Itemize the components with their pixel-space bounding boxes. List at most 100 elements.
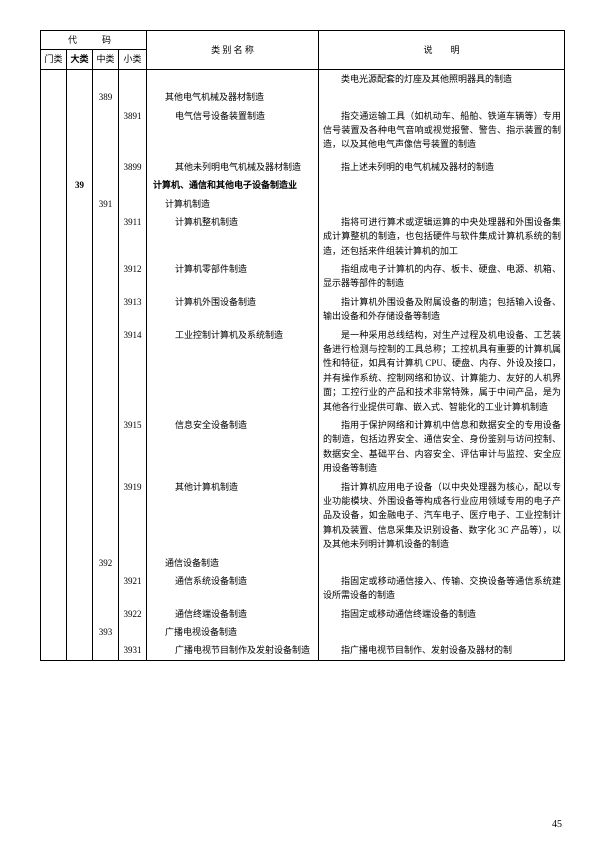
cell-desc: 指上述未列明的电气机械及器材的制造: [319, 158, 565, 176]
cell-desc: 指组成电子计算机的内存、板卡、硬盘、电源、机箱、显示器等部件的制造: [319, 260, 565, 293]
cell-name: 其他电气机械及器材制造: [147, 88, 319, 106]
cell-xiao: [119, 623, 147, 641]
cell-da: [67, 554, 93, 572]
cell-name: 通信系统设备制造: [147, 572, 319, 605]
cell-desc: [319, 176, 565, 194]
cell-name: 其他未列明电气机械及器材制造: [147, 158, 319, 176]
cell-name: 通信设备制造: [147, 554, 319, 572]
cell-da: 39: [67, 176, 93, 194]
cell-name: 计算机制造: [147, 195, 319, 213]
table-body: 类电光源配套的灯座及其他照明器具的制造389其他电气机械及器材制造3891电气信…: [41, 69, 565, 660]
cell-zhong: [93, 260, 119, 293]
cell-zhong: [93, 326, 119, 416]
cell-name: 通信终端设备制造: [147, 605, 319, 623]
table-row: 3914工业控制计算机及系统制造是一种采用总线结构，对生产过程及机电设备、工艺装…: [41, 326, 565, 416]
cell-zhong: [93, 478, 119, 554]
table-row: 类电光源配套的灯座及其他照明器具的制造: [41, 69, 565, 88]
cell-desc: 指交通运输工具（如机动车、船舶、铁道车辆等）专用信号装置及各种电气音响或视觉报警…: [319, 107, 565, 154]
cell-da: [67, 416, 93, 478]
table-row: 3931广播电视节目制作及发射设备制造指广播电视节目制作、发射设备及器材的制: [41, 641, 565, 660]
cell-xiao: 3922: [119, 605, 147, 623]
table-row: 3913计算机外围设备制造指计算机外围设备及附属设备的制造；包括输入设备、输出设…: [41, 293, 565, 326]
cell-xiao: [119, 88, 147, 106]
cell-da: [67, 213, 93, 260]
cell-xiao: [119, 554, 147, 572]
cell-xiao: 3912: [119, 260, 147, 293]
cell-zhong: [93, 572, 119, 605]
cell-desc: [319, 88, 565, 106]
cell-name: 其他计算机制造: [147, 478, 319, 554]
cell-zhong: 391: [93, 195, 119, 213]
cell-name: 计算机整机制造: [147, 213, 319, 260]
cell-zhong: [93, 176, 119, 194]
cell-xiao: 3921: [119, 572, 147, 605]
cell-xiao: 3911: [119, 213, 147, 260]
cell-xiao: [119, 195, 147, 213]
cell-name: 计算机、通信和其他电子设备制造业: [147, 176, 319, 194]
cell-desc: 是一种采用总线结构，对生产过程及机电设备、工艺装备进行检测与控制的工具总称；工控…: [319, 326, 565, 416]
table-row: 3922通信终端设备制造指固定或移动通信终端设备的制造: [41, 605, 565, 623]
header-name: 类 别 名 称: [147, 31, 319, 70]
cell-da: [67, 69, 93, 88]
header-da: 大类: [67, 50, 93, 69]
cell-name: 广播电视节目制作及发射设备制造: [147, 641, 319, 660]
cell-desc: 指固定或移动通信接入、传输、交换设备等通信系统建设所需设备的制造: [319, 572, 565, 605]
cell-men: [41, 69, 67, 660]
table-row: 3891电气信号设备装置制造指交通运输工具（如机动车、船舶、铁道车辆等）专用信号…: [41, 107, 565, 154]
cell-desc: 类电光源配套的灯座及其他照明器具的制造: [319, 69, 565, 88]
classification-table: 代 码 类 别 名 称 说 明 门类 大类 中类 小类 类电光源配套的灯座及其他…: [40, 30, 565, 661]
table-row: 389其他电气机械及器材制造: [41, 88, 565, 106]
cell-xiao: 3891: [119, 107, 147, 154]
cell-zhong: [93, 641, 119, 660]
cell-name: 计算机零部件制造: [147, 260, 319, 293]
cell-da: [67, 293, 93, 326]
cell-desc: 指将可进行算术或逻辑运算的中央处理器和外围设备集成计算整机的制造，也包括硬件与软…: [319, 213, 565, 260]
table-row: 3919其他计算机制造指计算机应用电子设备（以中央处理器为核心，配以专业功能模块…: [41, 478, 565, 554]
cell-name: 计算机外围设备制造: [147, 293, 319, 326]
cell-da: [67, 641, 93, 660]
cell-xiao: 3914: [119, 326, 147, 416]
cell-zhong: 393: [93, 623, 119, 641]
cell-xiao: [119, 69, 147, 88]
table-row: 391 计算机制造: [41, 195, 565, 213]
cell-zhong: [93, 416, 119, 478]
cell-zhong: [93, 158, 119, 176]
cell-da: [67, 478, 93, 554]
cell-desc: 指计算机应用电子设备（以中央处理器为核心，配以专业功能模块、外围设备等构成各行业…: [319, 478, 565, 554]
header-men: 门类: [41, 50, 67, 69]
cell-zhong: [93, 213, 119, 260]
table-row: 393广播电视设备制造: [41, 623, 565, 641]
cell-da: [67, 326, 93, 416]
cell-zhong: [93, 293, 119, 326]
cell-desc: [319, 195, 565, 213]
cell-xiao: 3899: [119, 158, 147, 176]
cell-desc: 指固定或移动通信终端设备的制造: [319, 605, 565, 623]
header-zhong: 中类: [93, 50, 119, 69]
cell-xiao: 3913: [119, 293, 147, 326]
table-row: 39 计算机、通信和其他电子设备制造业: [41, 176, 565, 194]
cell-da: [67, 107, 93, 154]
table-row: 3921通信系统设备制造指固定或移动通信接入、传输、交换设备等通信系统建设所需设…: [41, 572, 565, 605]
header-xiao: 小类: [119, 50, 147, 69]
cell-da: [67, 260, 93, 293]
cell-desc: 指计算机外围设备及附属设备的制造；包括输入设备、输出设备和外存储设备等制造: [319, 293, 565, 326]
cell-xiao: 3931: [119, 641, 147, 660]
cell-name: 电气信号设备装置制造: [147, 107, 319, 154]
cell-desc: 指用于保护网络和计算机中信息和数据安全的专用设备的制造，包括边界安全、通信安全、…: [319, 416, 565, 478]
table-row: 3915信息安全设备制造指用于保护网络和计算机中信息和数据安全的专用设备的制造，…: [41, 416, 565, 478]
cell-da: [67, 158, 93, 176]
cell-desc: 指广播电视节目制作、发射设备及器材的制: [319, 641, 565, 660]
table-row: 3899其他未列明电气机械及器材制造指上述未列明的电气机械及器材的制造: [41, 158, 565, 176]
cell-name: [147, 69, 319, 88]
cell-da: [67, 605, 93, 623]
cell-desc: [319, 623, 565, 641]
cell-da: [67, 88, 93, 106]
cell-da: [67, 623, 93, 641]
header-code: 代 码: [41, 31, 147, 50]
table-row: 392通信设备制造: [41, 554, 565, 572]
cell-zhong: [93, 69, 119, 88]
cell-xiao: [119, 176, 147, 194]
cell-name: 信息安全设备制造: [147, 416, 319, 478]
header-desc: 说 明: [319, 31, 565, 70]
cell-da: [67, 195, 93, 213]
